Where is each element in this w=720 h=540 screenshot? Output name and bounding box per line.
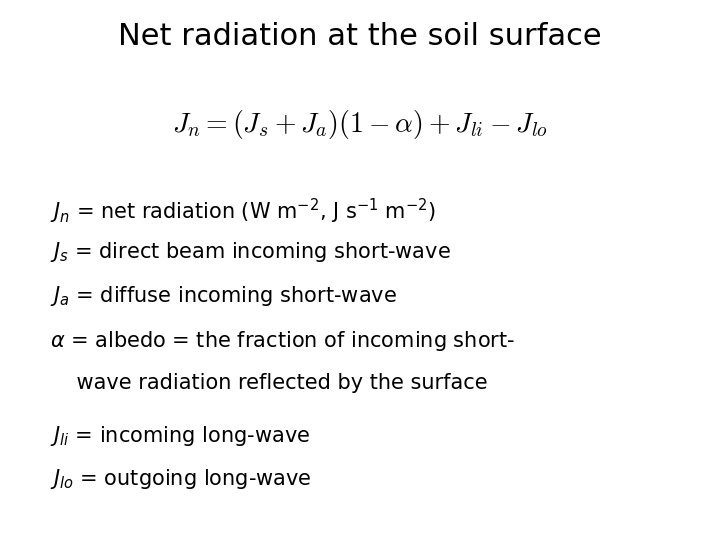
- Text: $J_n = (J_s + J_a)(1-\alpha)+J_{li}-J_{lo}$: $J_n = (J_s + J_a)(1-\alpha)+J_{li}-J_{l…: [172, 108, 548, 141]
- Text: $J_s$ = direct beam incoming short-wave: $J_s$ = direct beam incoming short-wave: [50, 240, 451, 264]
- Text: wave radiation reflected by the surface: wave radiation reflected by the surface: [50, 373, 488, 393]
- Text: $J_{li}$ = incoming long-wave: $J_{li}$ = incoming long-wave: [50, 424, 310, 448]
- Text: $J_a$ = diffuse incoming short-wave: $J_a$ = diffuse incoming short-wave: [50, 284, 397, 307]
- Text: $J_n$ = net radiation (W m$^{-2}$, J s$^{-1}$ m$^{-2}$): $J_n$ = net radiation (W m$^{-2}$, J s$^…: [50, 197, 436, 226]
- Text: Net radiation at the soil surface: Net radiation at the soil surface: [118, 22, 602, 51]
- Text: $\alpha$ = albedo = the fraction of incoming short-: $\alpha$ = albedo = the fraction of inco…: [50, 329, 516, 353]
- Text: $J_{lo}$ = outgoing long-wave: $J_{lo}$ = outgoing long-wave: [50, 467, 312, 491]
